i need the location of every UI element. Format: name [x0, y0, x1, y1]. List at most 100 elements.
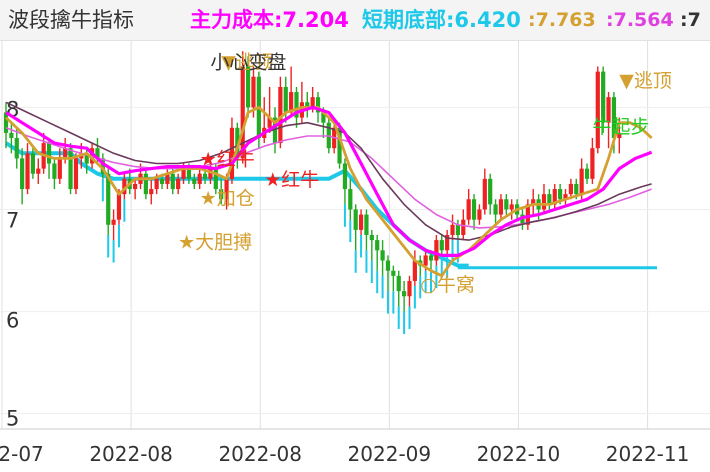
y-tick-label: 7 — [6, 208, 19, 232]
candle-body — [20, 158, 25, 190]
candle-body — [477, 209, 482, 220]
candle-body — [358, 214, 364, 230]
candle-body — [186, 168, 192, 179]
candle-body — [116, 194, 122, 220]
candle-body — [181, 168, 186, 179]
candle-body — [461, 219, 466, 235]
candle-body — [380, 250, 385, 261]
candle-body — [208, 168, 213, 179]
candle-body — [369, 235, 374, 241]
candle-body — [434, 240, 439, 261]
candle-body — [154, 178, 159, 190]
candle-body — [482, 178, 487, 210]
candle-body — [364, 214, 369, 235]
candle-body — [315, 97, 321, 113]
candle-body — [165, 173, 170, 184]
candle-body — [122, 178, 127, 195]
indicator-header: 波段擒牛指标 主力成本:7.204 短期底部:6.420 :7.763 :7.5… — [0, 0, 710, 41]
value5-label: :7 — [680, 9, 701, 31]
ma-line-orange — [5, 106, 653, 278]
candle-body — [493, 204, 498, 215]
indicator-title: 波段擒牛指标 — [8, 8, 134, 32]
candle-body — [407, 280, 412, 297]
chart-annotation: ▼逃顶 — [221, 52, 274, 74]
candle-body — [520, 214, 525, 225]
candle-body — [36, 168, 41, 174]
candle-body — [385, 260, 391, 271]
candle-body — [525, 204, 530, 225]
candle-body — [95, 148, 100, 159]
candle-body — [176, 178, 181, 190]
candle-body — [143, 173, 148, 195]
chart-annotation: ★加仓 — [200, 187, 255, 209]
x-tick-label: 2022-08 — [89, 442, 173, 466]
candle-body — [321, 112, 326, 123]
candle-body — [595, 71, 600, 149]
candle-body — [471, 199, 477, 220]
candle-body — [170, 173, 175, 190]
candle-body — [606, 97, 611, 123]
candle-body — [149, 189, 154, 195]
candle-body — [396, 275, 401, 292]
candlestick-chart: 87652022-072022-082022-082022-092022-102… — [0, 41, 710, 466]
candle-body — [531, 199, 536, 205]
candle-body — [391, 270, 396, 276]
short-bottom-label: 短期底部:6.420 — [362, 8, 521, 32]
candle-body — [568, 183, 573, 195]
candle-body — [305, 102, 310, 108]
candle-body — [310, 97, 315, 108]
candle-body — [219, 189, 224, 200]
x-tick-label: 2022-07 — [0, 442, 44, 466]
chart-annotation: ○牛窝 — [420, 274, 475, 296]
candle-body — [202, 173, 208, 179]
chart-annotation: 牛起步 — [592, 116, 649, 138]
x-tick-label: 2022-10 — [477, 442, 561, 466]
candle-body — [192, 178, 197, 184]
value3-label: :7.763 — [528, 9, 596, 31]
candle-body — [52, 163, 57, 179]
candle-body — [100, 158, 105, 174]
candle-body — [133, 183, 138, 190]
candle-body — [402, 291, 407, 297]
candle-body — [14, 138, 19, 159]
candle-body — [611, 97, 617, 138]
chart-annotation: ★大胆搏 — [178, 231, 252, 253]
candle-body — [353, 209, 358, 230]
main-cost-label: 主力成本:7.204 — [190, 8, 349, 32]
candle-body — [617, 132, 622, 138]
candle-body — [488, 178, 493, 205]
candle-body — [445, 235, 450, 251]
candle-body — [111, 219, 116, 225]
candle-body — [547, 194, 552, 205]
candle-body — [423, 255, 428, 266]
candle-body — [272, 117, 278, 144]
candle-body — [57, 158, 62, 179]
candle-body — [558, 189, 563, 200]
candle-body — [159, 178, 165, 184]
candle-body — [106, 173, 111, 225]
chart-annotation: ★红牛 — [200, 149, 255, 171]
x-tick-label: 2022-09 — [348, 442, 432, 466]
candle-body — [504, 199, 509, 210]
candle-body — [439, 240, 444, 251]
candle-body — [455, 224, 461, 235]
candle-body — [509, 204, 514, 210]
candle-body — [579, 168, 584, 195]
candle-body — [601, 71, 606, 123]
candle-body — [224, 178, 229, 200]
candle-body — [294, 92, 299, 118]
candle-body — [466, 199, 471, 220]
candle-body — [3, 112, 9, 133]
candle-body — [235, 127, 240, 159]
value4-label: :7.564 — [606, 9, 674, 31]
candle-body — [375, 240, 380, 251]
candle-body — [348, 189, 353, 210]
y-tick-label: 6 — [6, 309, 19, 333]
candle-body — [68, 148, 73, 190]
candle-body — [412, 260, 417, 281]
candle-body — [428, 255, 434, 261]
candle-body — [84, 153, 89, 164]
candle-body — [197, 173, 202, 184]
chart-annotation: ▼逃顶 — [619, 70, 672, 92]
candle-body — [563, 194, 568, 200]
